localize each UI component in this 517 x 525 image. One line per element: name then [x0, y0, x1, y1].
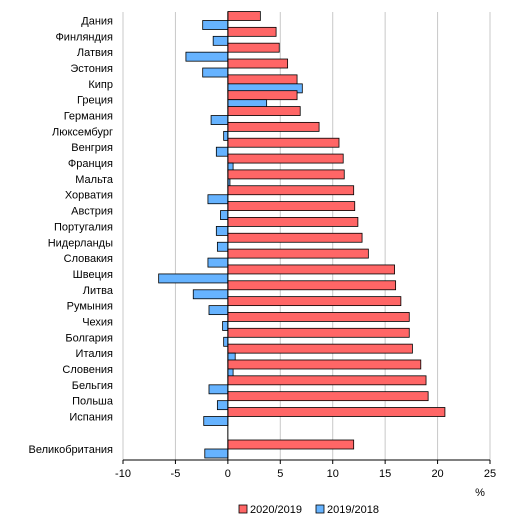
bar-2019-2018	[216, 241, 229, 252]
bar-2020-2019	[227, 327, 410, 338]
bar-2020-2019	[227, 391, 429, 402]
bar-2019-2018	[207, 194, 229, 205]
bar-2020-2019	[227, 312, 410, 322]
bar-2020-2019	[227, 375, 427, 386]
bar-2020-2019	[227, 359, 422, 370]
bar-2020-2019	[227, 11, 261, 21]
bar-2019-2018	[223, 130, 229, 141]
bar-2020-2019	[227, 153, 344, 164]
bar-2020-2019	[227, 280, 397, 291]
bar-2019-2018	[215, 146, 229, 157]
legend-label: 2020/2019	[250, 504, 302, 516]
bar-2019-2018	[185, 51, 229, 62]
category-label: Швеция	[73, 269, 113, 281]
bar-2020-2019	[227, 296, 402, 307]
category-label: Румыния	[67, 301, 113, 313]
category-label: Германия	[64, 111, 113, 123]
legend-label: 2019/2018	[327, 504, 379, 516]
bars	[158, 11, 446, 459]
category-label: Дания	[81, 16, 113, 28]
bar-2020-2019	[227, 343, 413, 354]
category-label: Эстония	[70, 63, 113, 75]
category-label: Нидерланды	[48, 237, 113, 249]
category-label: Хорватия	[65, 190, 113, 202]
bar-2019-2018	[208, 305, 229, 316]
bar-2020-2019	[227, 169, 345, 180]
category-label: Венгрия	[71, 142, 113, 154]
category-label: Словакия	[64, 253, 113, 265]
bar-2019-2018	[215, 226, 229, 236]
bar-2019-2018	[212, 35, 229, 46]
bar-2020-2019	[227, 106, 301, 116]
bar-2019-2018	[203, 416, 229, 426]
bar-2019-2018	[192, 289, 229, 300]
category-label: Великобритания	[29, 444, 114, 456]
x-axis-label: %	[475, 487, 485, 499]
bar-2020-2019	[227, 407, 446, 417]
bar-2020-2019	[227, 201, 356, 211]
bar-2019-2018	[220, 210, 229, 220]
bar-2019-2018	[207, 257, 229, 268]
bar-2019-2018	[208, 384, 229, 395]
category-label: Кипр	[88, 79, 113, 91]
bar-2020-2019	[227, 74, 298, 85]
category-label: Франция	[68, 158, 113, 170]
bar-2019-2018	[202, 67, 229, 78]
category-label: Мальта	[75, 174, 114, 186]
bar-2020-2019	[227, 121, 320, 132]
bar-2019-2018	[216, 400, 229, 411]
x-tick-label: 5	[277, 468, 283, 480]
category-label: Литва	[83, 285, 114, 297]
bar-2020-2019	[227, 58, 289, 69]
x-tick-label: 25	[484, 468, 496, 480]
category-labels: Дания Финляндия Латвия Эстония Кипр Греция Гер…	[29, 16, 114, 457]
category-label: Латвия	[77, 47, 113, 59]
axes	[122, 12, 491, 464]
category-label: Бельгия	[72, 380, 113, 392]
legend: 2020/2019 2019/2018	[238, 504, 379, 516]
bar-2020-2019	[227, 90, 298, 101]
bar-2019-2018	[222, 321, 229, 331]
bar-2020-2019	[227, 248, 369, 259]
bar-2020-2019	[227, 42, 280, 53]
category-label: Люксембург	[52, 126, 113, 138]
bar-2020-2019	[227, 264, 395, 275]
category-label: Финляндия	[55, 31, 113, 43]
x-tick-label: 10	[327, 468, 339, 480]
x-tick-label: 0	[225, 468, 231, 480]
category-label: Австрия	[71, 206, 113, 218]
x-tick-label: 15	[379, 468, 391, 480]
legend-swatch	[238, 504, 248, 514]
legend-swatch	[315, 504, 325, 514]
bar-2020-2019	[227, 26, 277, 37]
bar-2020-2019	[227, 232, 363, 243]
bar-2019-2018	[202, 20, 229, 30]
x-tick-label: -5	[171, 468, 181, 480]
category-label: Польша	[72, 396, 114, 408]
category-label: Португалия	[54, 221, 113, 233]
category-label: Италия	[76, 348, 114, 360]
bar-2019-2018	[210, 115, 229, 125]
bar-2020-2019	[227, 439, 355, 450]
x-tick-label: 20	[431, 468, 443, 480]
bar-2019-2018	[223, 336, 229, 347]
category-label: Испания	[69, 412, 113, 424]
bar-2020-2019	[227, 185, 355, 196]
category-label: Чехия	[82, 316, 113, 328]
bar-2019-2018	[158, 273, 229, 284]
bar-2019-2018	[204, 448, 229, 459]
bar-2020-2019	[227, 217, 359, 227]
bar-2020-2019	[227, 137, 340, 148]
x-tick-labels: -10 -5 0 5 10 15 20 25	[115, 468, 496, 480]
category-label: Греция	[77, 95, 113, 107]
x-tick-label: -10	[115, 468, 131, 480]
category-label: Словения	[62, 364, 113, 376]
category-label: Болгария	[65, 332, 113, 344]
